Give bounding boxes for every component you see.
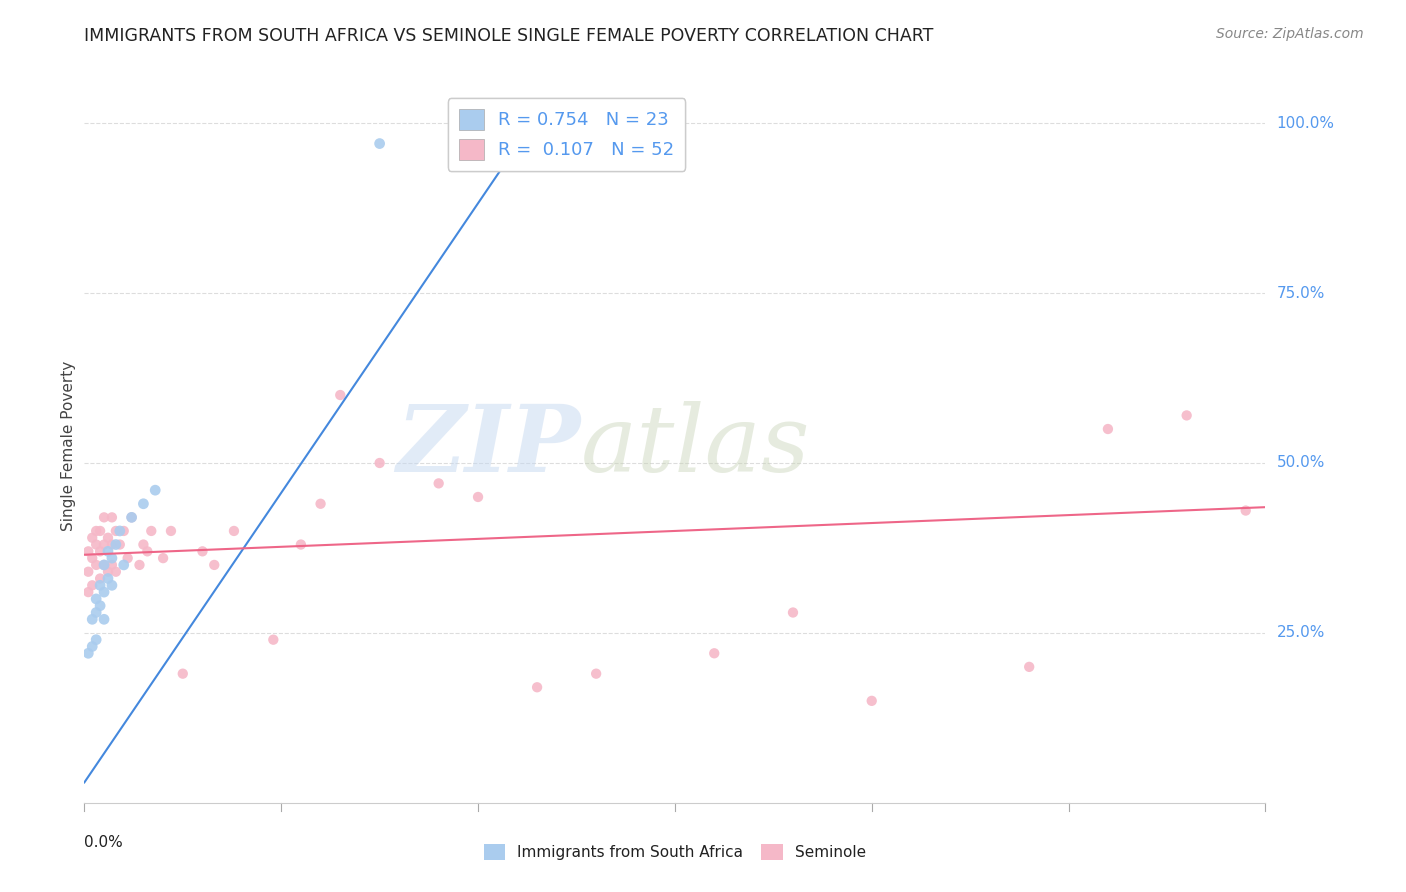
Point xyxy=(101,510,124,524)
Point xyxy=(1097,422,1119,436)
Point xyxy=(97,565,120,579)
Point xyxy=(782,606,804,620)
Point xyxy=(1175,409,1198,423)
Point xyxy=(128,558,150,572)
Point xyxy=(141,524,163,538)
Point xyxy=(262,632,284,647)
Point xyxy=(368,456,391,470)
Point xyxy=(703,646,725,660)
Text: 25.0%: 25.0% xyxy=(1277,625,1324,640)
Y-axis label: Single Female Poverty: Single Female Poverty xyxy=(60,361,76,531)
Point xyxy=(89,578,111,592)
Point xyxy=(101,551,124,566)
Point xyxy=(112,558,135,572)
Point xyxy=(84,606,107,620)
Point xyxy=(132,537,155,551)
Point xyxy=(84,632,107,647)
Point xyxy=(97,544,120,558)
Point xyxy=(121,510,143,524)
Point xyxy=(143,483,166,498)
Point xyxy=(84,591,107,606)
Point xyxy=(77,565,100,579)
Point xyxy=(93,510,115,524)
Point xyxy=(108,524,131,538)
Text: ZIP: ZIP xyxy=(396,401,581,491)
Point xyxy=(202,558,225,572)
Point xyxy=(93,585,115,599)
Point xyxy=(93,558,115,572)
Point xyxy=(93,612,115,626)
Point xyxy=(89,544,111,558)
Point xyxy=(222,524,245,538)
Point xyxy=(1234,503,1257,517)
Point xyxy=(101,558,124,572)
Point xyxy=(860,694,883,708)
Point xyxy=(108,537,131,551)
Text: IMMIGRANTS FROM SOUTH AFRICA VS SEMINOLE SINGLE FEMALE POVERTY CORRELATION CHART: IMMIGRANTS FROM SOUTH AFRICA VS SEMINOLE… xyxy=(84,27,934,45)
Point xyxy=(104,537,127,551)
Text: Source: ZipAtlas.com: Source: ZipAtlas.com xyxy=(1216,27,1364,41)
Point xyxy=(84,537,107,551)
Point xyxy=(77,646,100,660)
Text: 50.0%: 50.0% xyxy=(1277,456,1324,470)
Point xyxy=(93,537,115,551)
Point xyxy=(309,497,332,511)
Point xyxy=(136,544,159,558)
Point xyxy=(101,537,124,551)
Point xyxy=(82,551,104,566)
Point xyxy=(82,612,104,626)
Point xyxy=(89,572,111,586)
Point xyxy=(93,558,115,572)
Point xyxy=(121,510,143,524)
Point xyxy=(191,544,214,558)
Point xyxy=(104,565,127,579)
Point xyxy=(89,599,111,613)
Point xyxy=(97,572,120,586)
Point xyxy=(172,666,194,681)
Point xyxy=(467,490,489,504)
Point xyxy=(82,640,104,654)
Point xyxy=(82,531,104,545)
Point xyxy=(290,537,312,551)
Legend: R = 0.754   N = 23, R =  0.107   N = 52: R = 0.754 N = 23, R = 0.107 N = 52 xyxy=(447,98,685,170)
Point xyxy=(112,524,135,538)
Point xyxy=(447,136,470,151)
Point xyxy=(368,136,391,151)
Point xyxy=(427,476,450,491)
Point xyxy=(160,524,183,538)
Point xyxy=(77,544,100,558)
Point xyxy=(101,578,124,592)
Point xyxy=(84,558,107,572)
Point xyxy=(77,585,100,599)
Legend: Immigrants from South Africa, Seminole: Immigrants from South Africa, Seminole xyxy=(478,838,872,866)
Point xyxy=(97,531,120,545)
Text: 0.0%: 0.0% xyxy=(84,835,124,850)
Point xyxy=(585,666,607,681)
Point xyxy=(84,524,107,538)
Text: atlas: atlas xyxy=(581,401,810,491)
Point xyxy=(104,524,127,538)
Point xyxy=(89,524,111,538)
Point xyxy=(329,388,352,402)
Point xyxy=(1018,660,1040,674)
Point xyxy=(132,497,155,511)
Point xyxy=(152,551,174,566)
Point xyxy=(526,680,548,694)
Text: 100.0%: 100.0% xyxy=(1277,116,1334,131)
Point xyxy=(117,551,139,566)
Point xyxy=(82,578,104,592)
Text: 75.0%: 75.0% xyxy=(1277,285,1324,301)
